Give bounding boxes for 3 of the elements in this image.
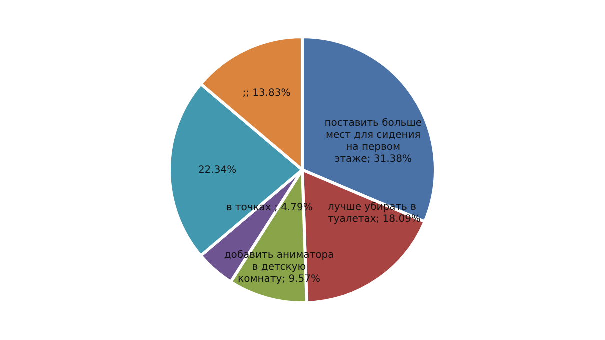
data-label: 22.34% (198, 165, 237, 176)
data-label: ;; 13.83% (242, 88, 291, 99)
slice-label: поставить больше мест для сидения на первом этаже; 31.38% (324, 118, 422, 166)
